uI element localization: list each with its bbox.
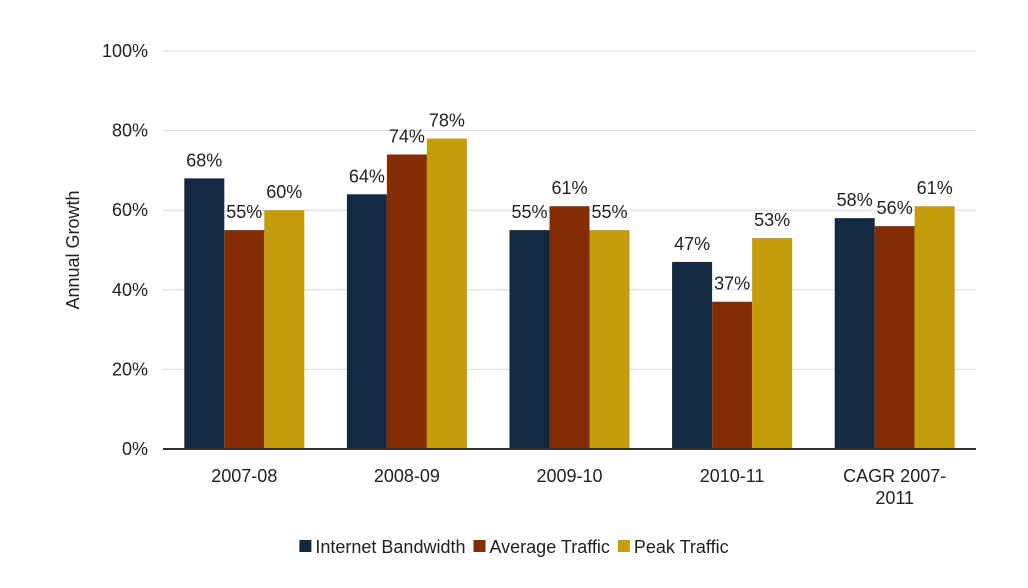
data-label: 64%: [349, 166, 385, 186]
data-label: 61%: [551, 178, 587, 198]
legend-item: Peak Traffic: [617, 537, 729, 557]
legend-label: Internet Bandwidth: [315, 537, 465, 557]
bar-peak-traffic: [914, 206, 955, 449]
bar-average-traffic: [386, 154, 427, 450]
y-tick-label: 0%: [122, 439, 148, 459]
data-label: 61%: [917, 178, 953, 198]
y-axis-title: Annual Growth: [63, 190, 83, 309]
bar-peak-traffic: [264, 210, 305, 449]
bar-average-traffic: [224, 230, 265, 449]
legend-item: Average Traffic: [473, 537, 610, 557]
y-tick-label: 40%: [112, 280, 148, 300]
x-category-label-line: CAGR 2007-: [843, 466, 946, 486]
bar-peak-traffic: [589, 230, 630, 449]
legend-item: Internet Bandwidth: [299, 537, 465, 557]
legend-label: Peak Traffic: [634, 537, 729, 557]
bar-peak-traffic: [752, 238, 793, 449]
y-tick-label: 20%: [112, 359, 148, 379]
bar-internet-bandwidth: [834, 218, 875, 449]
data-label: 58%: [837, 190, 873, 210]
y-axis-tick-labels: 0% 20% 40% 60% 80% 100%: [102, 41, 148, 459]
legend-swatch: [473, 540, 486, 552]
y-tick-label: 60%: [112, 200, 148, 220]
y-tick-label: 100%: [102, 41, 148, 61]
bar-peak-traffic: [426, 138, 467, 449]
data-label: 47%: [674, 234, 710, 254]
bar-internet-bandwidth: [184, 178, 225, 450]
data-label: 55%: [511, 202, 547, 222]
data-labels: 68%55%60%64%74%78%55%61%55%47%37%53%58% 5…: [186, 111, 952, 294]
bar-internet-bandwidth: [346, 194, 387, 449]
bar-average-traffic: [549, 206, 590, 449]
x-category-label-line: 2007-08: [211, 466, 277, 486]
x-category-label-line: 2008-09: [374, 466, 440, 486]
legend-label: Average Traffic: [489, 537, 609, 557]
bar-average-traffic: [874, 226, 915, 449]
x-category-label-line: 2010-11: [700, 466, 765, 486]
x-category-label: 2010-11: [700, 466, 765, 486]
data-label: 74%: [389, 126, 425, 146]
data-label: 78%: [429, 111, 465, 131]
y-tick-label: 80%: [112, 121, 148, 141]
x-category-label: 2008-09: [374, 466, 440, 486]
data-label: 53%: [754, 210, 790, 230]
data-label: 55%: [591, 202, 627, 222]
bars: [184, 138, 955, 450]
x-category-label: 2007-08: [211, 466, 277, 486]
legend-swatch: [299, 540, 312, 552]
x-category-label: 2009-10: [536, 466, 602, 486]
bar-internet-bandwidth: [509, 230, 550, 449]
x-category-label: CAGR 2007-2011: [843, 466, 946, 508]
legend: Internet Bandwidth Average Traffic Peak Tr…: [299, 537, 729, 557]
bar-internet-bandwidth: [672, 261, 713, 449]
data-label: 68%: [186, 150, 222, 170]
x-axis-category-labels: 2007-08 2008-09 2009-10 2010-11 CAGR 2007-20…: [211, 466, 946, 508]
bar-average-traffic: [712, 301, 753, 449]
x-category-label-line: 2009-10: [536, 466, 602, 486]
data-label: 56%: [877, 198, 913, 218]
data-label: 37%: [714, 274, 750, 294]
x-category-label-line: 2011: [875, 488, 914, 508]
data-label: 60%: [266, 182, 302, 202]
legend-swatch: [617, 540, 630, 552]
data-label: 55%: [226, 202, 262, 222]
